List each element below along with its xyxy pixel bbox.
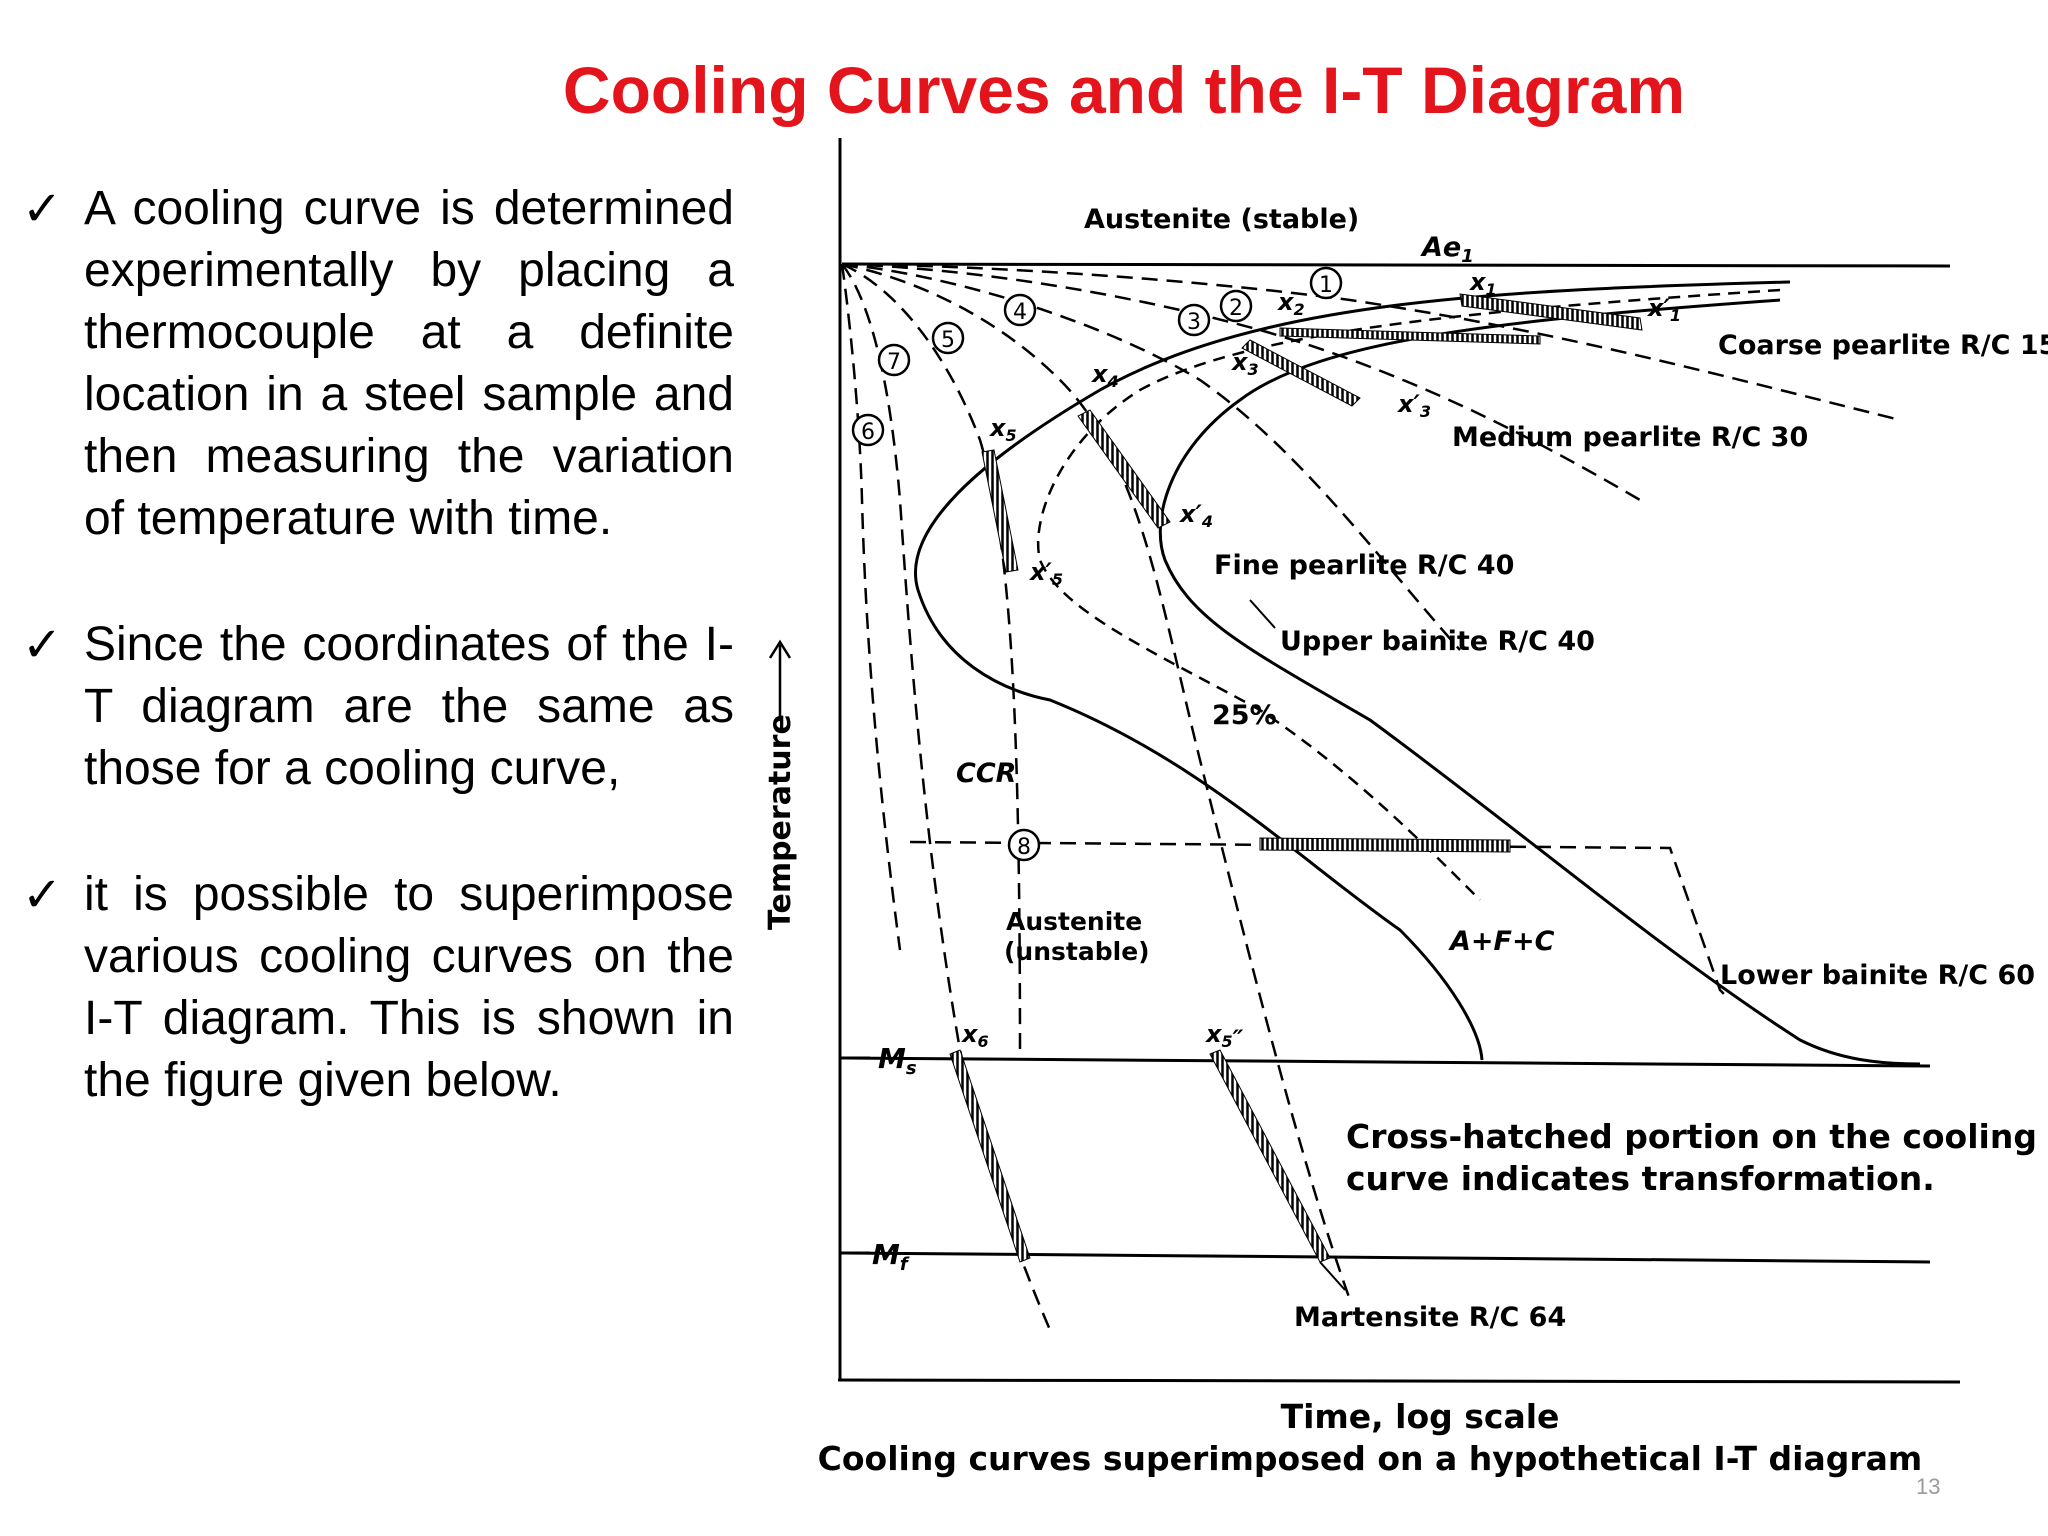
curve-number-label: 3 bbox=[1187, 310, 1201, 335]
label-ae1: Ae1 bbox=[1420, 232, 1474, 267]
curve-number-label: 8 bbox=[1017, 835, 1031, 860]
cooling-curve-5 bbox=[841, 262, 1022, 1059]
label-x1: x1 bbox=[1469, 268, 1497, 299]
hatch-x2 bbox=[1279, 327, 1541, 345]
leader-upper-bainite bbox=[1249, 599, 1276, 629]
label-x5-double-prime: x5″ bbox=[1205, 1020, 1244, 1053]
bullet-item: ✓ A cooling curve is determined experime… bbox=[20, 178, 734, 550]
figure-caption: Cooling curves superimposed on a hypothe… bbox=[818, 1439, 1923, 1478]
transformation-note-line-1: Cross-hatched portion on the cooling bbox=[1346, 1117, 2037, 1156]
curve-number-5: 5 bbox=[931, 321, 965, 355]
cooling-curve-2 bbox=[841, 262, 1641, 502]
label-mf: Mf bbox=[872, 1238, 910, 1275]
label-25-percent: 25% bbox=[1212, 700, 1277, 731]
label-coarse-pearlite: Coarse pearlite R/C 15 bbox=[1718, 330, 2048, 361]
transformation-end-curve bbox=[1158, 298, 1921, 1066]
curve-number-label: 1 bbox=[1319, 273, 1333, 298]
checkmark-icon: ✓ bbox=[22, 867, 63, 923]
arrow-head-icon bbox=[768, 639, 792, 659]
label-x3: x3 bbox=[1231, 348, 1259, 379]
ms-line bbox=[844, 1056, 1931, 1068]
label-upper-bainite: Upper bainite R/C 40 bbox=[1280, 626, 1595, 657]
curve-number-2: 2 bbox=[1219, 289, 1253, 323]
bullet-item: ✓ Since the coordinates of the I-T diagr… bbox=[20, 614, 734, 800]
hatch-x4 bbox=[1077, 409, 1171, 529]
mf-line bbox=[844, 1251, 1931, 1264]
bullet-text: A cooling curve is determined experiment… bbox=[84, 182, 734, 545]
cooling-curve-1 bbox=[841, 262, 1901, 422]
label-x6: x6 bbox=[961, 1020, 989, 1051]
label-ccr: CCR bbox=[956, 758, 1016, 789]
label-x5: x5 bbox=[989, 414, 1017, 445]
label-austenite-unstable-2: (unstable) bbox=[1004, 937, 1150, 966]
label-afc: A+F+C bbox=[1448, 926, 1555, 957]
cooling-curve-6 bbox=[840, 263, 902, 951]
curve-number-label: 2 bbox=[1229, 296, 1243, 321]
label-lower-bainite: Lower bainite R/C 60 bbox=[1720, 960, 2035, 991]
hatch-x5pp bbox=[1209, 1049, 1331, 1263]
label-x2: x2 bbox=[1277, 288, 1305, 319]
label-martensite: Martensite R/C 64 bbox=[1294, 1302, 1566, 1333]
curve-number-7: 7 bbox=[877, 343, 911, 377]
bullet-text: it is possible to superimpose various co… bbox=[84, 868, 734, 1107]
transformation-note-line-2: curve indicates transformation. bbox=[1346, 1159, 1935, 1198]
checkmark-icon: ✓ bbox=[22, 617, 63, 673]
x-axis-label: Time, log scale bbox=[1281, 1397, 1560, 1436]
curve-number-4: 4 bbox=[1003, 293, 1037, 327]
bullet-item: ✓ it is possible to superimpose various … bbox=[20, 864, 734, 1112]
bullet-list: ✓ A cooling curve is determined experime… bbox=[20, 178, 734, 1176]
hatch-x6 bbox=[949, 1049, 1031, 1263]
curve-number-1: 1 bbox=[1309, 266, 1343, 300]
label-fine-pearlite: Fine pearlite R/C 40 bbox=[1214, 550, 1514, 581]
label-x4-prime: x′4 bbox=[1179, 500, 1213, 531]
bullet-text: Since the coordinates of the I-T diagram… bbox=[84, 618, 734, 795]
curve-number-label: 6 bbox=[861, 420, 875, 445]
curve-number-label: 4 bbox=[1013, 300, 1027, 325]
label-x5-prime: x′5 bbox=[1029, 558, 1063, 589]
curve-number-label: 7 bbox=[887, 350, 901, 375]
curve-number-label: 5 bbox=[941, 328, 955, 353]
page-number: 13 bbox=[1916, 1474, 1941, 1499]
cooling-curve-4 bbox=[841, 262, 1352, 1301]
hatch-curve-8 bbox=[1259, 837, 1511, 853]
label-austenite-unstable-1: Austenite bbox=[1006, 907, 1142, 936]
hatch-x5 bbox=[981, 449, 1019, 573]
slide-title: Cooling Curves and the I-T Diagram bbox=[562, 53, 1686, 127]
x-axis bbox=[837, 1378, 1961, 1384]
y-axis-label-group: Temperature bbox=[763, 639, 798, 930]
leader-martensite bbox=[1319, 1261, 1346, 1291]
curve-25-percent bbox=[1036, 288, 1781, 901]
label-medium-pearlite: Medium pearlite R/C 30 bbox=[1452, 422, 1808, 453]
ae1-line bbox=[841, 262, 1951, 268]
checkmark-icon: ✓ bbox=[22, 181, 63, 237]
curve-number-3: 3 bbox=[1177, 303, 1211, 337]
label-x3-prime: x′3 bbox=[1397, 390, 1431, 421]
hatch-x1 bbox=[1459, 293, 1643, 331]
label-x1-prime: x′1 bbox=[1647, 294, 1681, 325]
transformation-start-curve bbox=[914, 280, 1791, 1061]
y-axis-label: Temperature bbox=[763, 714, 798, 930]
label-austenite-stable: Austenite (stable) bbox=[1084, 204, 1359, 235]
cooling-curve-3 bbox=[841, 262, 1461, 651]
label-x4: x4 bbox=[1091, 360, 1119, 391]
curve-number-6: 6 bbox=[851, 413, 885, 447]
label-ms: Ms bbox=[878, 1042, 917, 1079]
hatch-x3 bbox=[1241, 339, 1361, 407]
curve-number-8: 8 bbox=[1007, 828, 1041, 862]
